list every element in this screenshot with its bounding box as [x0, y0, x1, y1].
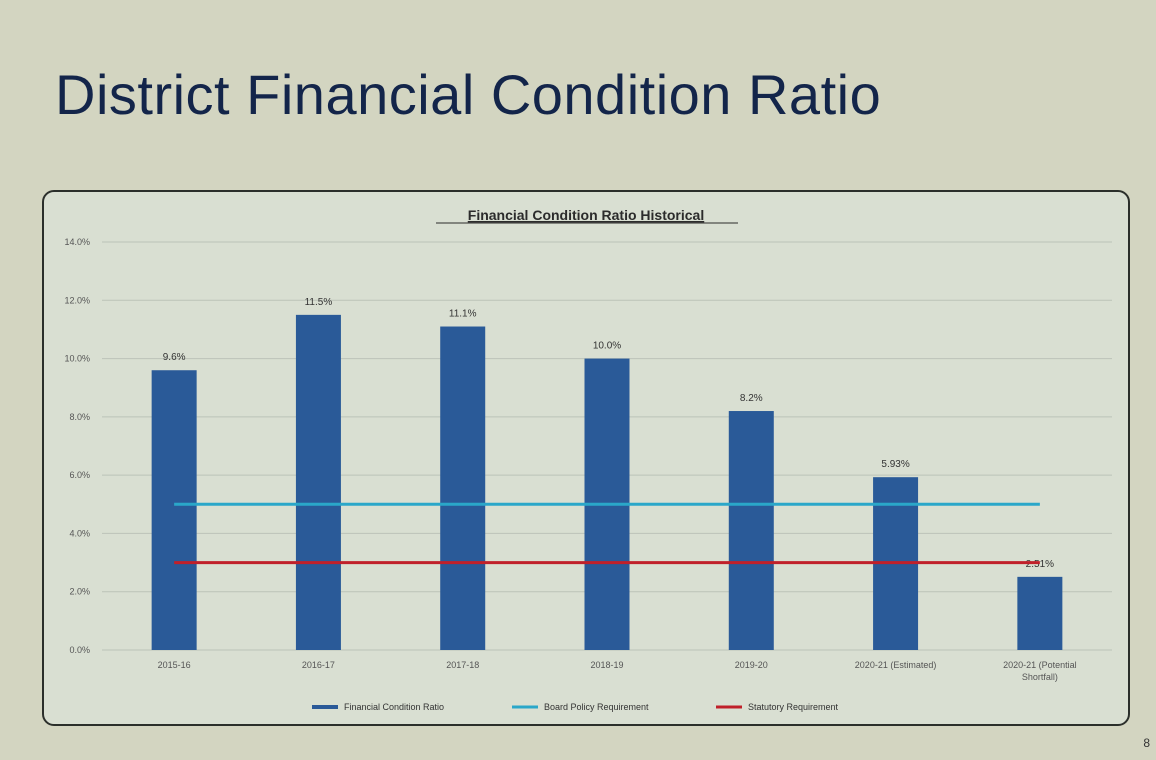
legend-swatch — [716, 705, 742, 709]
data-label: 8.2% — [740, 393, 763, 404]
data-label: 11.5% — [305, 297, 333, 308]
y-tick-label: 10.0% — [64, 354, 90, 364]
data-label: 10.0% — [593, 341, 621, 352]
x-tick-label: 2020-21 (Potential Shortfall) — [1003, 660, 1077, 682]
bar — [151, 370, 197, 650]
bar — [440, 326, 486, 650]
legend-label: Financial Condition Ratio — [344, 702, 444, 712]
data-label: 5.93% — [881, 459, 909, 470]
y-tick-label: 0.0% — [69, 645, 90, 655]
legend-swatch — [512, 705, 538, 709]
y-tick-label: 8.0% — [69, 412, 90, 422]
x-tick-label: 2020-21 (Estimated) — [855, 660, 937, 670]
y-tick-label: 14.0% — [64, 237, 90, 247]
x-tick-label: 2018-19 — [590, 660, 623, 670]
x-tick-label: 2019-20 — [735, 660, 768, 670]
chart-frame: Financial Condition Ratio Historical 0.0%… — [42, 190, 1130, 726]
bar — [1017, 576, 1063, 650]
financial-condition-chart: Financial Condition Ratio Historical 0.0%… — [64, 207, 1112, 712]
y-tick-label: 4.0% — [69, 528, 90, 538]
chart-title: Financial Condition Ratio Historical — [468, 207, 704, 223]
x-tick-label: 2015-16 — [158, 660, 191, 670]
slide-title: District Financial Condition Ratio — [55, 63, 882, 126]
data-label: 11.1% — [449, 309, 477, 320]
x-tick-label: 2016-17 — [302, 660, 335, 670]
legend-swatch — [312, 705, 338, 709]
legend-label: Board Policy Requirement — [544, 702, 649, 712]
page-number: 8 — [1143, 736, 1150, 750]
bar — [728, 411, 774, 650]
y-tick-label: 6.0% — [69, 470, 90, 480]
y-tick-label: 12.0% — [64, 295, 90, 305]
legend-label: Statutory Requirement — [748, 702, 839, 712]
y-tick-label: 2.0% — [69, 587, 90, 597]
data-label: 9.6% — [163, 352, 186, 363]
data-label: 2.51% — [1026, 559, 1054, 570]
x-tick-label: 2017-18 — [446, 660, 479, 670]
bar — [295, 314, 341, 650]
